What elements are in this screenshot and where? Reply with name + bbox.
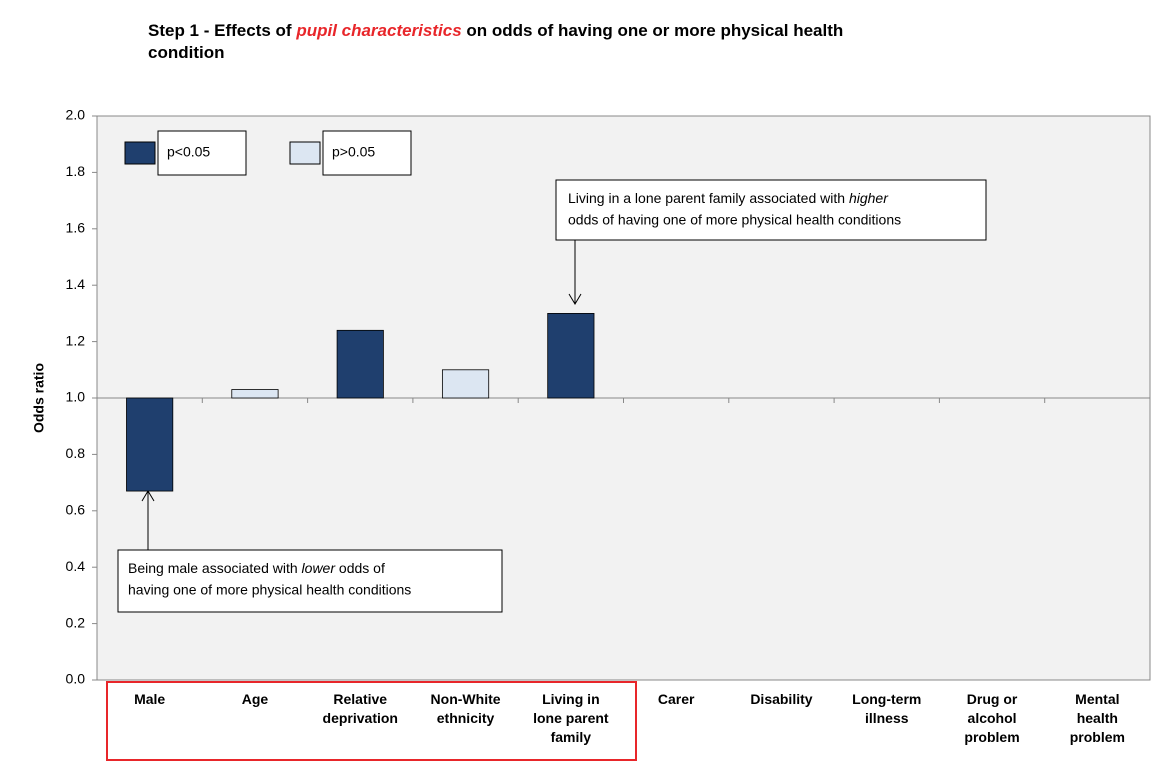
annotation-text: Living in a lone parent family associate… — [568, 190, 849, 206]
x-tick-label: Living in lone parent family — [533, 691, 609, 745]
annotation-text: odds of — [335, 560, 385, 576]
legend-swatch — [289, 141, 321, 165]
annotation-box — [117, 549, 503, 613]
legend-label: p<0.05 — [167, 144, 210, 160]
y-tick-label: 1.2 — [66, 332, 86, 348]
x-tick-label: Relative deprivation — [322, 691, 398, 726]
annotation-text: Being male associated with — [128, 560, 302, 576]
legend-label: p>0.05 — [332, 144, 375, 160]
y-tick-label: 1.0 — [66, 389, 86, 405]
annotation: odds of having one of more physical heal… — [568, 212, 901, 228]
y-tick-label: 0.8 — [66, 445, 86, 461]
arrow-head — [568, 293, 582, 305]
x-tick-label: Male — [134, 691, 166, 707]
x-tick-label: Long-term illness — [852, 691, 922, 726]
annotation-emphasis: lower — [302, 560, 337, 576]
y-tick-label: 2.0 — [66, 107, 86, 123]
y-tick-label: 0.2 — [66, 614, 86, 630]
x-tick-label: Mental health problem — [1069, 691, 1125, 745]
legend-box — [322, 130, 412, 176]
title-part: Step 1 - Effects of — [148, 21, 297, 40]
x-tick-label: Age — [241, 691, 269, 707]
legend-box — [157, 130, 247, 176]
y-tick-label: 1.8 — [66, 163, 86, 179]
annotation-box — [555, 179, 987, 241]
y-tick-label: 1.4 — [66, 276, 86, 292]
annotation: Living in a lone parent family associate… — [568, 190, 889, 206]
x-tick-label: Non-White ethnicity — [430, 691, 501, 726]
bar — [547, 312, 595, 399]
y-tick-label: 0.6 — [66, 502, 86, 518]
annotation: having one of more physical health condi… — [128, 582, 411, 598]
x-tick-label: Disability — [750, 691, 813, 707]
bar — [441, 369, 490, 399]
y-tick-label: 0.4 — [66, 558, 86, 574]
highlight-box — [106, 681, 637, 761]
y-axis-label: Odds ratio — [31, 363, 47, 433]
x-tick-label: Carer — [657, 691, 695, 707]
annotation: Being male associated with lower odds of — [128, 560, 385, 576]
bar — [336, 329, 384, 399]
annotation-emphasis: higher — [849, 190, 889, 206]
y-tick-label: 1.6 — [66, 220, 86, 236]
bar — [126, 397, 174, 492]
bar — [231, 389, 279, 399]
title-part: on odds of having one or more physical h… — [148, 21, 844, 62]
chart-title: Step 1 - Effects of pupil characteristic… — [148, 20, 848, 64]
y-tick-label: 0.0 — [66, 671, 86, 687]
x-tick-label: Drug or alcohol problem — [964, 691, 1020, 745]
title-emphasis: pupil characteristics — [296, 21, 462, 40]
legend-swatch — [124, 141, 156, 165]
